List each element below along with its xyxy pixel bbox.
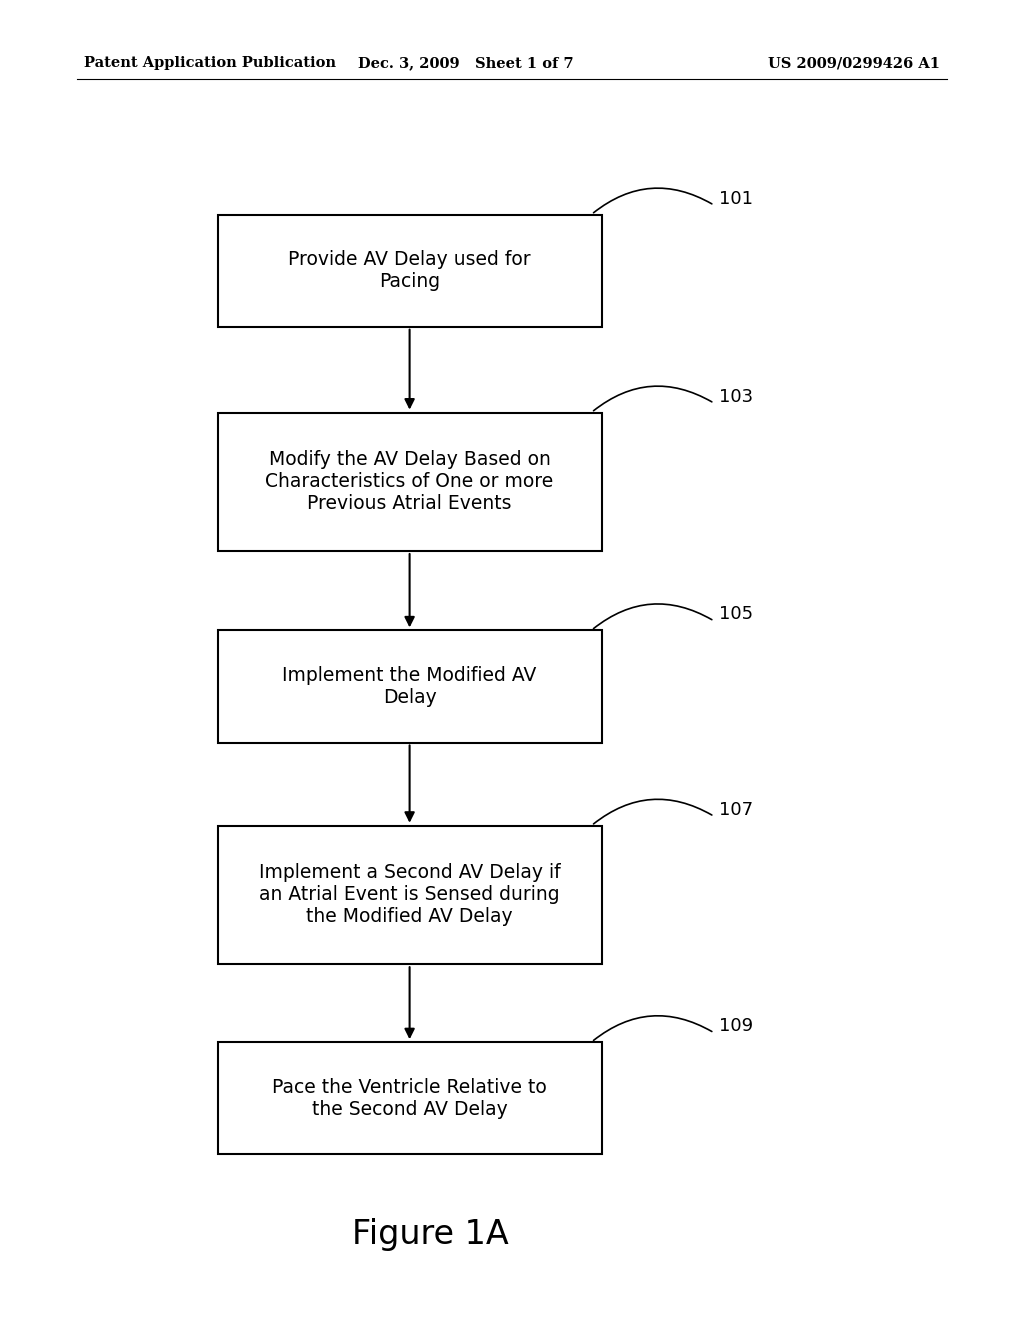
FancyBboxPatch shape [218,631,602,742]
Text: 103: 103 [719,388,754,405]
Text: 107: 107 [719,801,754,818]
Text: Pace the Ventricle Relative to
the Second AV Delay: Pace the Ventricle Relative to the Secon… [272,1077,547,1119]
Text: Dec. 3, 2009   Sheet 1 of 7: Dec. 3, 2009 Sheet 1 of 7 [358,57,573,70]
Text: Figure 1A: Figure 1A [351,1217,509,1251]
Text: 105: 105 [719,606,754,623]
Text: Provide AV Delay used for
Pacing: Provide AV Delay used for Pacing [289,249,530,292]
Text: Implement the Modified AV
Delay: Implement the Modified AV Delay [283,665,537,708]
Text: Modify the AV Delay Based on
Characteristics of One or more
Previous Atrial Even: Modify the AV Delay Based on Characteris… [265,450,554,513]
Text: Patent Application Publication: Patent Application Publication [84,57,336,70]
FancyBboxPatch shape [218,214,602,326]
Text: 101: 101 [719,190,754,207]
Text: Implement a Second AV Delay if
an Atrial Event is Sensed during
the Modified AV : Implement a Second AV Delay if an Atrial… [259,863,560,927]
Text: 109: 109 [719,1018,754,1035]
Text: US 2009/0299426 A1: US 2009/0299426 A1 [768,57,940,70]
FancyBboxPatch shape [218,826,602,964]
FancyBboxPatch shape [218,412,602,552]
FancyBboxPatch shape [218,1043,602,1154]
